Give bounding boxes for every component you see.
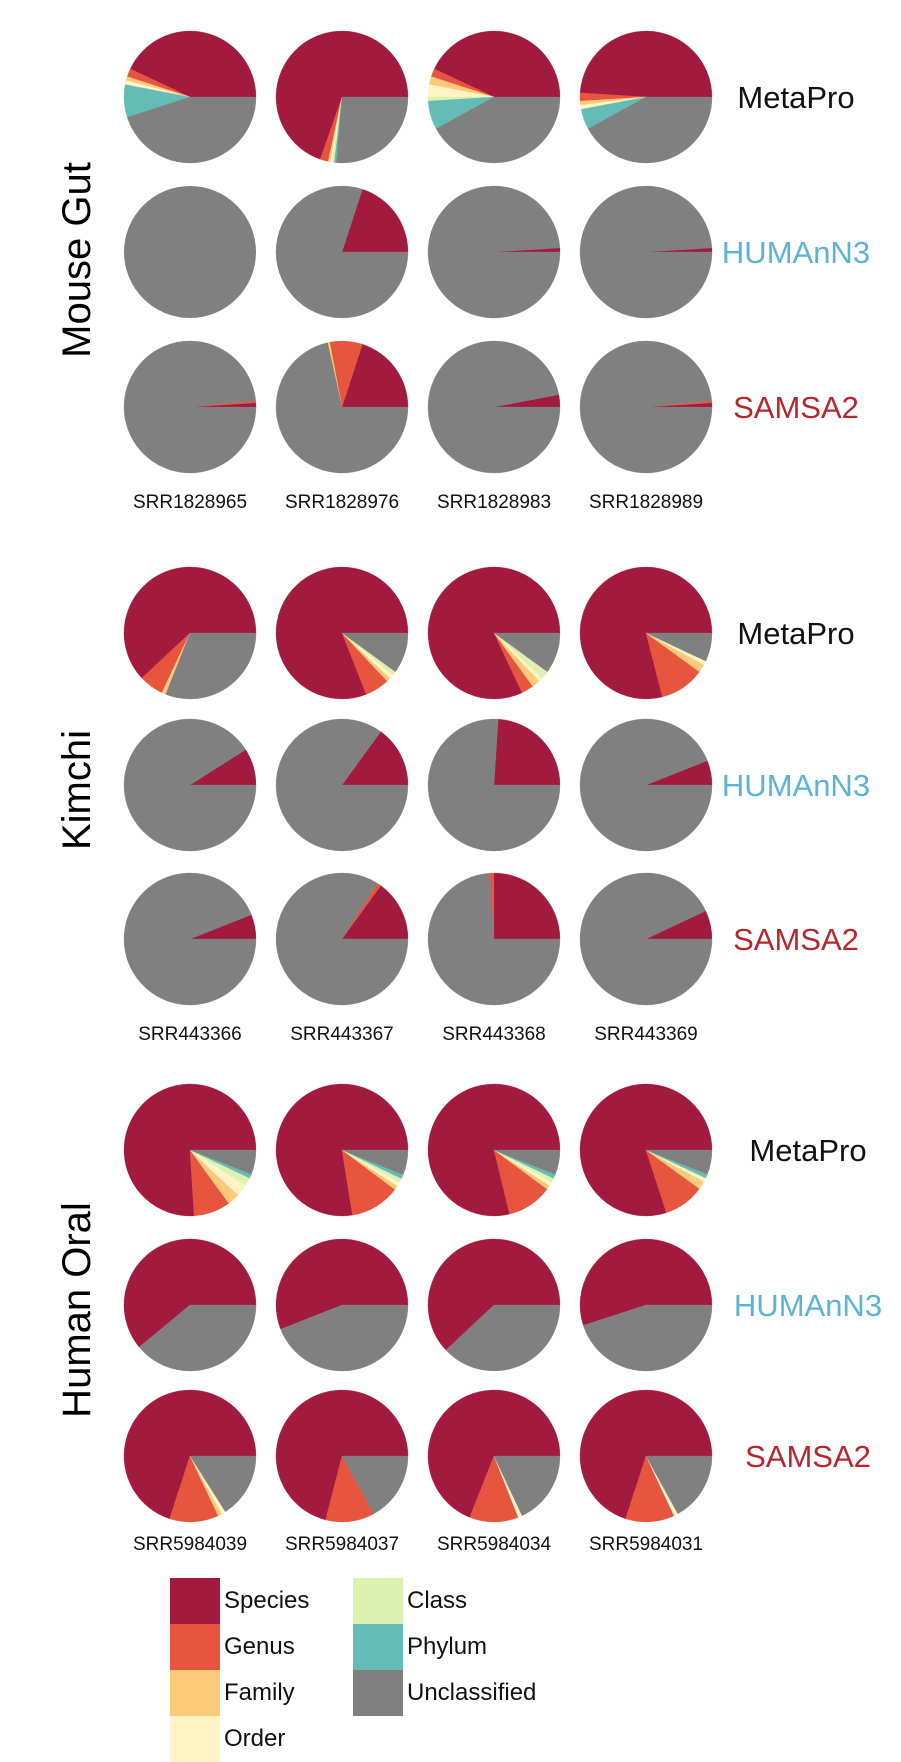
pie-slice-2-2-2-unclassified — [493, 1455, 561, 1516]
legend-swatch-class — [353, 1578, 403, 1624]
pie-slice-1-1-2-species — [493, 718, 561, 786]
sample-label-2-3: SRR5984031 — [589, 1534, 703, 1555]
tool-label-2-humann3: HUMAnN3 — [734, 1288, 882, 1323]
pie-slice-1-0-0-species — [123, 566, 257, 679]
legend-label-family: Family — [224, 1679, 295, 1706]
legend-swatch-family — [170, 1670, 220, 1716]
pie-slice-2-1-3-species — [579, 1238, 713, 1326]
pie-slice-1-0-3-unclassified — [645, 632, 713, 662]
legend-label-class: Class — [407, 1587, 468, 1614]
label-layer: MetaPro HUMAnN3 SAMSA2 SRR1828965 SRR1828976… — [55, 80, 882, 1555]
legend-label-phylum: Phylum — [407, 1633, 488, 1660]
pie-slice-2-2-2-species — [427, 1389, 561, 1518]
pie-slice-0-2-1-species — [341, 344, 409, 408]
pie-slice-0-0-3-unclassified — [587, 96, 713, 164]
pie-slice-0-0-3-species — [579, 30, 713, 98]
pie-slice-1-2-2-unclassified — [427, 872, 561, 1006]
legend-swatch-genus — [170, 1624, 220, 1670]
pie-slice-0-0-2-unclassified — [435, 96, 561, 164]
pie-slice-1-1-1-unclassified — [275, 718, 409, 852]
sample-label-0-1: SRR1828976 — [285, 492, 399, 513]
sample-label-2-2: SRR5984034 — [437, 1534, 552, 1555]
pie-slice-2-1-1-species — [275, 1238, 409, 1330]
pie-slice-1-0-1-unclassified — [341, 632, 409, 672]
pie-slice-1-2-3-unclassified — [579, 872, 713, 1006]
pie-slice-0-0-1-unclassified — [336, 96, 409, 164]
pie-slice-1-2-1-unclassified — [275, 872, 409, 1006]
pie-slice-1-2-1-species — [341, 885, 409, 940]
pie-grid — [123, 30, 713, 1523]
pie-slice-2-0-3-unclassified — [645, 1149, 713, 1175]
sample-label-1-1: SRR443367 — [290, 1024, 394, 1045]
pie-slice-2-0-0-species — [123, 1083, 257, 1217]
pie-slice-0-0-1-species — [275, 30, 409, 160]
pie-slice-0-2-1-unclassified — [275, 342, 409, 474]
pie-slice-1-2-2-species — [493, 872, 561, 940]
tool-label-0-metapro: MetaPro — [737, 80, 854, 115]
pie-slice-1-1-3-unclassified — [579, 718, 713, 852]
pie-slice-2-1-1-unclassified — [280, 1304, 409, 1372]
tool-label-1-samsa2: SAMSA2 — [733, 922, 859, 957]
pie-slice-2-2-3-unclassified — [645, 1455, 713, 1515]
pie-slice-0-0-0-species — [130, 30, 257, 98]
sample-label-0-3: SRR1828989 — [589, 492, 703, 513]
pie-slice-2-1-0-unclassified — [138, 1304, 257, 1372]
tool-label-0-samsa2: SAMSA2 — [733, 390, 859, 425]
legend-swatch-unclassified — [353, 1670, 403, 1716]
pie-slice-0-2-0-unclassified — [123, 340, 257, 474]
pie-slice-0-0-2-species — [434, 30, 561, 98]
sample-label-2-1: SRR5984037 — [285, 1534, 399, 1555]
pie-slice-2-0-3-species — [579, 1083, 713, 1217]
pie-slice-2-2-0-unclassified — [189, 1455, 257, 1512]
pie-slice-2-2-0-species — [123, 1389, 257, 1519]
tool-label-1-metapro: MetaPro — [737, 616, 854, 651]
pie-slice-2-2-1-unclassified — [341, 1455, 409, 1515]
pie-slice-2-0-1-unclassified — [341, 1149, 409, 1175]
sample-label-0-2: SRR1828983 — [437, 492, 551, 513]
pie-slice-1-2-0-unclassified — [123, 872, 257, 1006]
legend-label-species: Species — [224, 1587, 310, 1614]
tool-label-1-humann3: HUMAnN3 — [722, 768, 870, 803]
pie-slice-0-1-1-species — [341, 189, 409, 253]
pie-slice-0-1-2-unclassified — [427, 185, 561, 319]
legend-swatch-order — [170, 1716, 220, 1762]
pie-slice-2-1-3-unclassified — [583, 1304, 713, 1372]
pie-slice-0-1-0-unclassified — [124, 186, 256, 318]
pie-slice-0-1-3-unclassified — [579, 185, 713, 319]
pie-slice-1-1-0-unclassified — [123, 718, 257, 852]
legend-swatch-species — [170, 1578, 220, 1624]
pie-slice-2-1-2-species — [427, 1238, 561, 1351]
pie-slice-2-0-0-unclassified — [189, 1149, 257, 1175]
sample-label-1-0: SRR443366 — [138, 1024, 242, 1045]
pie-slice-1-0-0-unclassified — [165, 632, 257, 700]
pie-slice-1-1-2-unclassified — [427, 718, 561, 852]
pie-slice-0-2-2-unclassified — [427, 340, 561, 474]
group-label-0: Mouse Gut — [55, 162, 99, 358]
tool-label-0-humann3: HUMAnN3 — [722, 235, 870, 270]
sample-label-1-3: SRR443369 — [594, 1024, 698, 1045]
pie-slice-1-1-1-species — [341, 731, 409, 786]
tool-label-2-samsa2: SAMSA2 — [745, 1439, 871, 1474]
sample-label-2-0: SRR5984039 — [133, 1534, 247, 1555]
pie-slice-2-1-0-species — [123, 1238, 257, 1348]
legend-label-order: Order — [224, 1725, 286, 1752]
pie-slice-0-1-1-unclassified — [275, 185, 409, 319]
tool-label-2-metapro: MetaPro — [749, 1133, 866, 1168]
pie-slice-2-1-2-unclassified — [445, 1304, 561, 1372]
group-label-1: Kimchi — [55, 730, 99, 850]
group-label-2: Human Oral — [55, 1202, 99, 1418]
pie-slice-0-2-3-unclassified — [579, 340, 713, 474]
legend-label-genus: Genus — [224, 1633, 295, 1660]
legend-swatch-phylum — [353, 1624, 403, 1670]
pie-slice-2-2-3-species — [579, 1389, 713, 1519]
legend-label-unclassified: Unclassified — [407, 1679, 537, 1706]
pie-slice-2-2-1-species — [275, 1389, 409, 1521]
pie-slice-0-0-0-unclassified — [127, 96, 257, 164]
pie-slice-2-0-2-unclassified — [493, 1149, 561, 1175]
sample-label-1-2: SRR443368 — [442, 1024, 546, 1045]
pie-slice-1-0-2-unclassified — [493, 632, 561, 672]
sample-label-0-0: SRR1828965 — [133, 492, 247, 513]
